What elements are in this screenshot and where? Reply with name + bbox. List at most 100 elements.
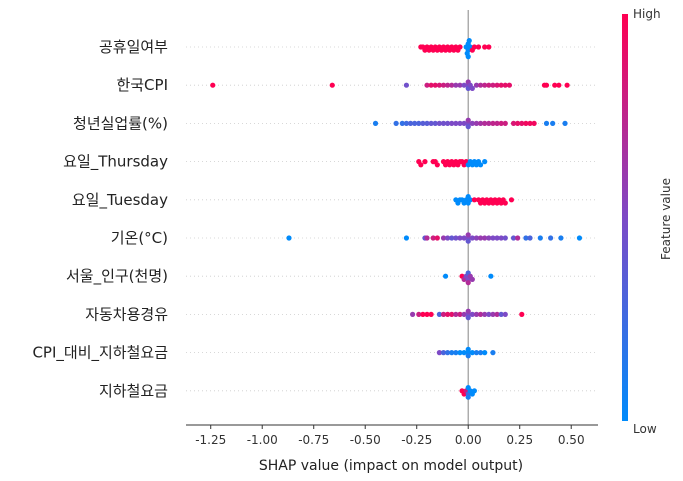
data-point xyxy=(523,120,529,126)
data-point xyxy=(466,38,472,44)
data-point xyxy=(523,235,529,241)
data-point xyxy=(543,120,550,126)
data-point xyxy=(412,120,418,126)
data-point xyxy=(502,311,508,317)
data-point xyxy=(465,54,471,60)
data-point xyxy=(461,82,467,88)
data-point xyxy=(418,162,424,168)
x-tick-label: 0.50 xyxy=(558,433,585,447)
data-point xyxy=(329,82,335,88)
data-point xyxy=(506,82,513,88)
data-point xyxy=(494,235,500,241)
data-point xyxy=(436,350,442,356)
data-point xyxy=(469,276,475,282)
data-point xyxy=(453,350,459,356)
data-point xyxy=(490,311,496,317)
data-point xyxy=(494,120,500,126)
data-point xyxy=(473,82,480,88)
data-point xyxy=(465,238,471,244)
feature-label: 요일_Thursday xyxy=(63,153,168,172)
data-point xyxy=(422,159,428,165)
x-tick-label: -0.50 xyxy=(350,433,381,447)
data-point xyxy=(486,311,492,317)
data-point xyxy=(471,197,477,203)
data-point xyxy=(436,120,442,126)
data-point xyxy=(453,120,459,126)
data-point xyxy=(469,311,475,317)
data-point xyxy=(482,82,488,88)
data-point xyxy=(564,82,570,88)
data-point xyxy=(461,311,467,317)
data-point xyxy=(449,235,455,241)
feature-label: 기온(°C) xyxy=(111,229,168,247)
x-tick-label: 0.00 xyxy=(455,433,482,447)
data-point xyxy=(457,82,463,88)
x-tick-label: -1.00 xyxy=(247,433,278,447)
data-point xyxy=(475,44,482,50)
data-point xyxy=(445,350,451,356)
data-point xyxy=(477,235,484,241)
data-point xyxy=(477,120,484,126)
data-point xyxy=(543,82,550,88)
data-point xyxy=(465,353,471,359)
data-point xyxy=(486,82,492,88)
data-point xyxy=(490,82,496,88)
data-point xyxy=(440,235,447,241)
data-point xyxy=(403,82,410,88)
data-point xyxy=(434,162,440,168)
data-point xyxy=(486,120,492,126)
data-point xyxy=(482,311,488,317)
data-point xyxy=(558,235,564,241)
data-point xyxy=(434,235,440,241)
data-point xyxy=(457,311,463,317)
colorbar: High Low Feature value xyxy=(622,7,673,436)
colorbar-high-label: High xyxy=(633,7,661,21)
x-tick-label: -1.25 xyxy=(195,433,226,447)
data-point xyxy=(488,273,494,279)
data-point xyxy=(482,159,488,165)
data-point xyxy=(465,280,471,286)
feature-label: 청년실업률(%) xyxy=(73,114,168,132)
data-point xyxy=(510,120,517,126)
data-point xyxy=(449,120,455,126)
data-point xyxy=(445,120,451,126)
data-point xyxy=(477,82,484,88)
data-point xyxy=(440,350,447,356)
data-point xyxy=(436,311,442,317)
data-point xyxy=(465,315,471,321)
data-point xyxy=(469,235,475,241)
data-point xyxy=(548,235,554,241)
data-point xyxy=(465,117,471,123)
data-point xyxy=(440,311,447,317)
feature-label: 서울_인구(천명) xyxy=(66,267,168,286)
x-tick-label: -0.75 xyxy=(298,433,329,447)
feature-label: 공휴일여부 xyxy=(99,38,168,56)
data-point xyxy=(469,350,475,356)
data-point xyxy=(465,394,471,400)
data-point xyxy=(424,120,430,126)
data-point xyxy=(449,82,455,88)
data-point xyxy=(440,120,447,126)
data-point xyxy=(531,120,537,126)
data-point xyxy=(461,350,467,356)
data-point xyxy=(457,350,463,356)
colorbar-gradient xyxy=(622,14,628,421)
feature-label: 자동차용경유 xyxy=(85,305,168,323)
data-point xyxy=(473,350,480,356)
data-point xyxy=(449,311,455,317)
feature-label: 요일_Tuesday xyxy=(72,191,168,210)
data-point xyxy=(494,82,500,88)
data-point xyxy=(562,120,568,126)
data-point xyxy=(494,311,500,317)
data-point xyxy=(420,120,426,126)
data-point xyxy=(527,120,533,126)
data-point xyxy=(502,200,508,206)
data-point xyxy=(477,350,484,356)
data-point xyxy=(449,350,455,356)
data-point xyxy=(442,273,449,279)
feature-label: CPI_대비_지하철요금 xyxy=(32,344,168,363)
data-point xyxy=(453,82,459,88)
data-point xyxy=(393,120,399,126)
data-point xyxy=(436,82,442,88)
